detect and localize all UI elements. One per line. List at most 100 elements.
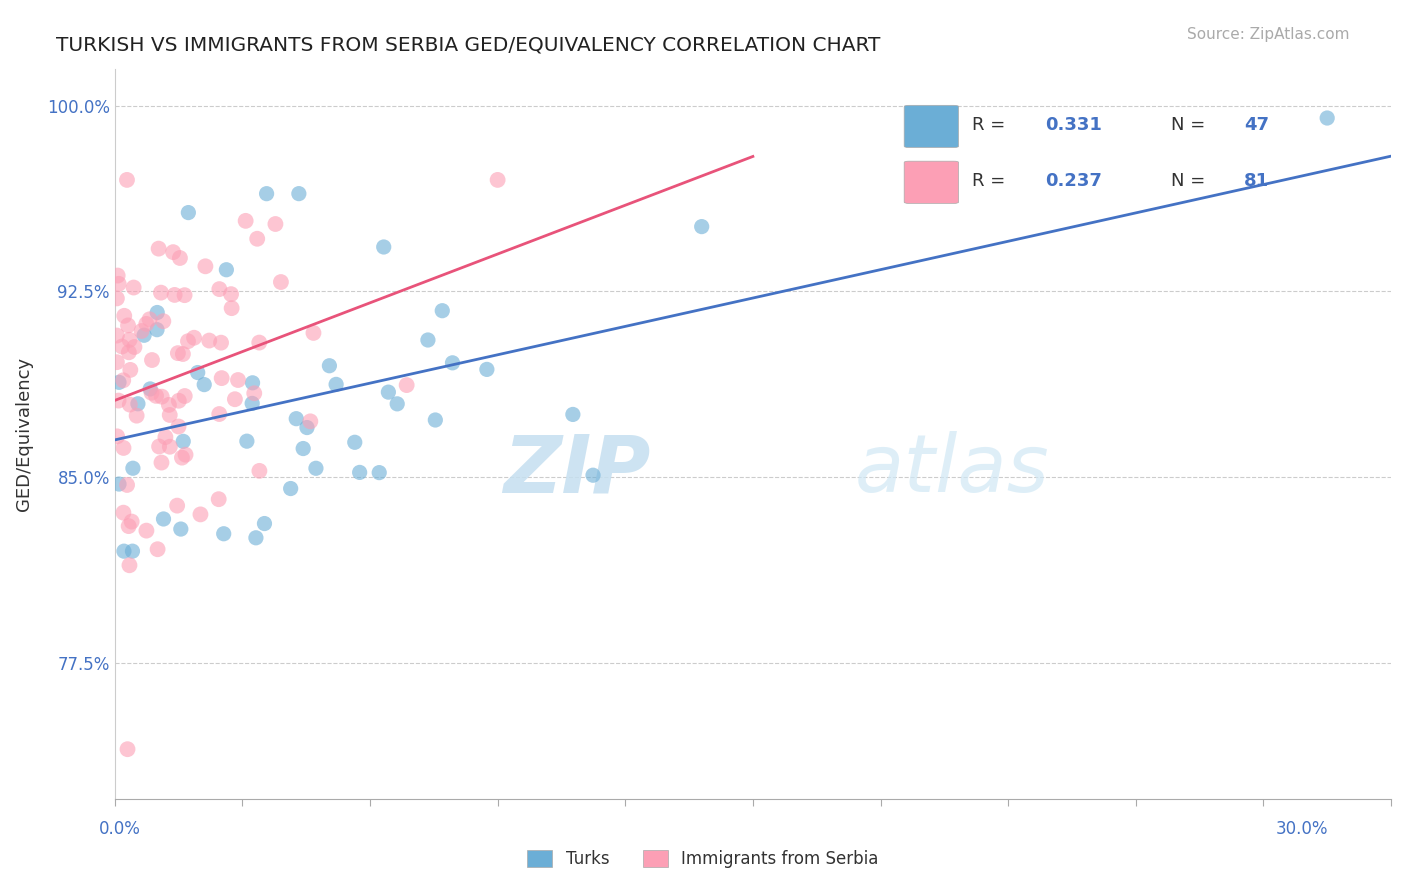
Immigrants from Serbia <box>107 393 129 408</box>
Immigrants from Serbia <box>107 268 129 283</box>
Immigrants from Serbia <box>150 390 173 404</box>
Immigrants from Serbia <box>148 440 170 454</box>
Immigrants from Serbia <box>211 371 233 385</box>
Immigrants from Serbia <box>118 558 141 573</box>
Immigrants from Serbia <box>247 464 270 478</box>
Immigrants from Serbia <box>224 392 246 407</box>
Immigrants from Serbia <box>219 287 242 301</box>
Turks <box>561 408 583 422</box>
Immigrants from Serbia <box>112 309 135 323</box>
Turks <box>285 411 308 425</box>
Immigrants from Serbia <box>157 398 180 412</box>
Immigrants from Serbia <box>159 408 181 422</box>
Immigrants from Serbia <box>121 515 143 529</box>
Turks <box>387 397 409 411</box>
Immigrants from Serbia <box>131 324 153 338</box>
Turks <box>187 366 209 380</box>
Immigrants from Serbia <box>246 232 269 246</box>
Immigrants from Serbia <box>243 386 266 401</box>
Legend: Turks, Immigrants from Serbia: Turks, Immigrants from Serbia <box>520 843 886 875</box>
Turks <box>215 262 238 277</box>
Immigrants from Serbia <box>174 448 197 462</box>
Turks <box>122 461 145 475</box>
Turks <box>212 526 235 541</box>
Turks <box>280 482 302 496</box>
Turks <box>177 205 200 219</box>
Immigrants from Serbia <box>299 414 322 428</box>
Immigrants from Serbia <box>486 173 509 187</box>
Text: ZIP: ZIP <box>503 431 651 509</box>
Turks <box>256 186 278 201</box>
Immigrants from Serbia <box>112 373 135 387</box>
Immigrants from Serbia <box>163 288 186 302</box>
Turks <box>349 466 371 480</box>
Turks <box>146 305 169 319</box>
Immigrants from Serbia <box>167 346 190 360</box>
Turks <box>193 377 215 392</box>
Immigrants from Serbia <box>155 430 177 444</box>
Immigrants from Serbia <box>183 331 205 345</box>
Immigrants from Serbia <box>198 334 221 348</box>
Immigrants from Serbia <box>159 440 181 454</box>
Turks <box>441 356 464 370</box>
Turks <box>368 466 391 480</box>
Turks <box>170 522 193 536</box>
Immigrants from Serbia <box>166 499 188 513</box>
Immigrants from Serbia <box>169 251 191 265</box>
Immigrants from Serbia <box>105 292 128 306</box>
Immigrants from Serbia <box>226 373 249 387</box>
Immigrants from Serbia <box>395 378 418 392</box>
Turks <box>146 323 169 337</box>
Immigrants from Serbia <box>208 282 231 296</box>
Immigrants from Serbia <box>264 217 287 231</box>
Turks <box>582 468 605 483</box>
Immigrants from Serbia <box>111 339 134 353</box>
Turks <box>152 512 174 526</box>
Turks <box>240 396 263 410</box>
Immigrants from Serbia <box>167 393 190 408</box>
Immigrants from Serbia <box>194 260 217 274</box>
Immigrants from Serbia <box>141 385 163 400</box>
Turks <box>253 516 276 531</box>
Immigrants from Serbia <box>162 245 184 260</box>
Immigrants from Serbia <box>105 328 128 343</box>
Turks <box>172 434 194 449</box>
Turks <box>343 435 366 450</box>
Turks <box>475 362 498 376</box>
Turks <box>325 377 347 392</box>
Immigrants from Serbia <box>117 742 139 756</box>
Immigrants from Serbia <box>209 335 232 350</box>
Immigrants from Serbia <box>270 275 292 289</box>
Turks <box>295 420 318 434</box>
Turks <box>432 303 454 318</box>
Immigrants from Serbia <box>190 508 212 522</box>
Turks <box>318 359 340 373</box>
Immigrants from Serbia <box>302 326 325 340</box>
Immigrants from Serbia <box>115 478 138 492</box>
Immigrants from Serbia <box>120 363 142 377</box>
Immigrants from Serbia <box>141 353 163 368</box>
Turks <box>245 531 267 545</box>
Turks <box>242 376 264 390</box>
Turks <box>377 385 399 400</box>
Turks <box>236 434 259 449</box>
Immigrants from Serbia <box>122 280 145 294</box>
Immigrants from Serbia <box>112 506 135 520</box>
Immigrants from Serbia <box>118 333 141 347</box>
Y-axis label: GED/Equivalency: GED/Equivalency <box>15 357 32 511</box>
Turks <box>132 328 155 343</box>
Immigrants from Serbia <box>125 409 148 423</box>
Immigrants from Serbia <box>208 492 231 507</box>
Turks <box>108 477 131 491</box>
Immigrants from Serbia <box>148 242 170 256</box>
Turks <box>108 376 131 390</box>
Turks <box>416 333 439 347</box>
Immigrants from Serbia <box>173 288 195 302</box>
Text: 0.0%: 0.0% <box>98 820 141 838</box>
Text: TURKISH VS IMMIGRANTS FROM SERBIA GED/EQUIVALENCY CORRELATION CHART: TURKISH VS IMMIGRANTS FROM SERBIA GED/EQ… <box>56 36 880 54</box>
Immigrants from Serbia <box>235 214 257 228</box>
Turks <box>425 413 447 427</box>
Immigrants from Serbia <box>177 334 200 349</box>
Immigrants from Serbia <box>221 301 243 315</box>
Immigrants from Serbia <box>172 347 194 361</box>
